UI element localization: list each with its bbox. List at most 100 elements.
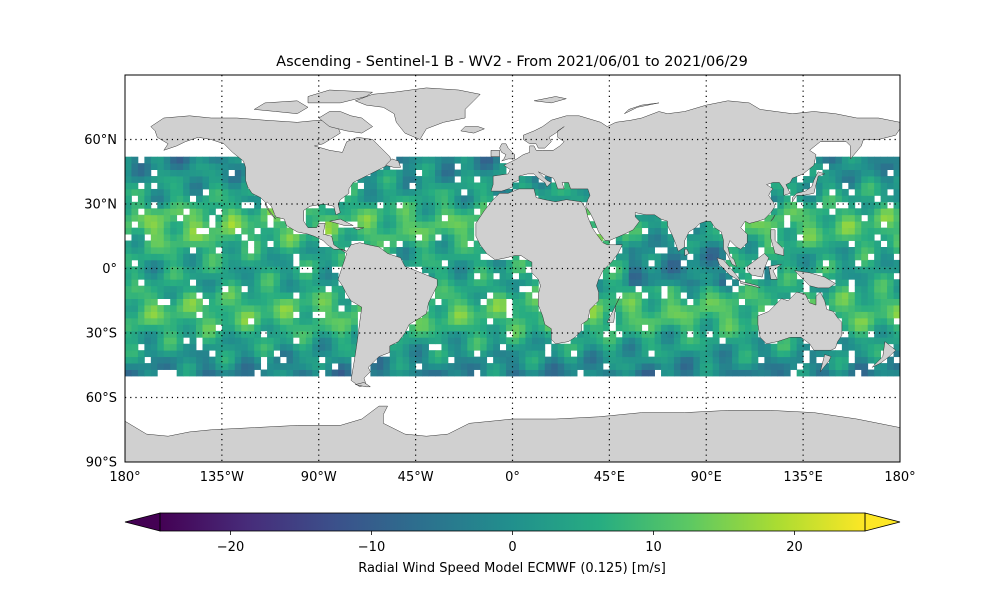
heatmap-cell	[150, 195, 158, 203]
land-polygon	[746, 253, 769, 278]
heatmap-cell	[854, 272, 862, 280]
heatmap-cell	[189, 343, 197, 351]
heatmap-cell	[673, 253, 681, 261]
heatmap-cell	[467, 279, 475, 287]
heatmap-cell	[486, 343, 494, 351]
heatmap-cell	[673, 292, 681, 299]
heatmap-cell	[144, 214, 152, 222]
heatmap-cell	[170, 176, 178, 183]
heatmap-cell	[131, 279, 139, 287]
heatmap-cell	[189, 356, 197, 364]
heatmap-cell	[435, 285, 442, 293]
heatmap-cell	[125, 195, 132, 203]
heatmap-cell	[325, 305, 333, 312]
heatmap-cell	[273, 356, 281, 364]
heatmap-cell	[460, 214, 468, 222]
heatmap-cell	[828, 214, 836, 222]
heatmap-cell	[480, 176, 488, 183]
heatmap-cell	[189, 221, 197, 229]
heatmap-cell	[228, 221, 236, 229]
heatmap-cell	[176, 253, 184, 261]
heatmap-cell	[602, 356, 610, 364]
heatmap-cell	[447, 214, 455, 222]
heatmap-cell	[383, 214, 391, 222]
heatmap-cell	[790, 285, 798, 293]
heatmap-cell	[745, 337, 752, 345]
heatmap-cell	[486, 363, 494, 370]
heatmap-cell	[577, 195, 584, 203]
heatmap-cell	[473, 259, 481, 267]
heatmap-cell	[435, 201, 442, 209]
heatmap-cell	[286, 324, 294, 332]
heatmap-cell	[460, 201, 468, 209]
heatmap-cell	[719, 247, 727, 254]
heatmap-cell	[518, 311, 526, 319]
heatmap-cell	[137, 285, 145, 293]
heatmap-cell	[137, 350, 145, 358]
heatmap-cell	[435, 369, 442, 377]
heatmap-cell	[196, 247, 203, 254]
heatmap-cell	[370, 363, 378, 370]
heatmap-cell	[331, 343, 339, 351]
heatmap-cell	[712, 305, 720, 312]
heatmap-cell	[344, 214, 352, 222]
heatmap-cell	[525, 343, 533, 351]
heatmap-cell	[312, 324, 320, 332]
colorbar-tick-label: 0	[508, 540, 516, 555]
heatmap-cell	[157, 330, 165, 338]
heatmap-cell	[622, 356, 630, 364]
heatmap-cell	[803, 266, 810, 274]
heatmap-cell	[351, 311, 358, 319]
heatmap-cell	[673, 330, 681, 338]
heatmap-cell	[447, 201, 455, 209]
heatmap-cell	[170, 330, 178, 338]
heatmap-cell	[137, 330, 145, 338]
heatmap-cell	[409, 195, 417, 203]
heatmap-cell	[396, 156, 404, 164]
heatmap-cell	[273, 253, 281, 261]
heatmap-cell	[409, 169, 417, 177]
heatmap-cell	[402, 163, 410, 170]
heatmap-cell	[641, 317, 649, 325]
heatmap-cell	[208, 279, 216, 287]
heatmap-cell	[499, 369, 507, 377]
heatmap-cell	[137, 305, 145, 312]
heatmap-cell	[144, 305, 152, 312]
heatmap-cell	[609, 298, 617, 306]
heatmap-cell	[577, 330, 584, 338]
heatmap-cell	[454, 285, 462, 293]
heatmap-cell	[422, 247, 429, 254]
heatmap-cell	[189, 201, 197, 209]
heatmap-cell	[538, 363, 546, 370]
heatmap-cell	[318, 330, 326, 338]
heatmap-cell	[467, 227, 475, 235]
heatmap-cell	[751, 369, 759, 377]
heatmap-cell	[254, 240, 262, 248]
heatmap-cell	[131, 266, 139, 274]
heatmap-cell	[305, 240, 313, 248]
heatmap-cell	[441, 176, 449, 183]
heatmap-cell	[292, 317, 300, 325]
heatmap-cell	[409, 221, 417, 229]
heatmap-cell	[538, 337, 546, 345]
heatmap-cell	[757, 298, 765, 306]
heatmap-cell	[170, 356, 178, 364]
heatmap-cell	[137, 324, 145, 332]
heatmap-cell	[280, 330, 287, 338]
land-polygon	[353, 227, 365, 231]
heatmap-cell	[228, 292, 236, 299]
heatmap-cell	[732, 292, 739, 299]
heatmap-cell	[602, 266, 610, 274]
land-polygon	[354, 87, 481, 140]
heatmap-cell	[480, 343, 488, 351]
heatmap-cell	[467, 317, 475, 325]
heatmap-cell	[480, 163, 488, 170]
heatmap-cell	[144, 201, 152, 209]
heatmap-cell	[125, 343, 132, 351]
heatmap-cell	[280, 369, 287, 377]
heatmap-cell	[828, 285, 836, 293]
heatmap-cell	[880, 324, 888, 332]
heatmap-cell	[719, 350, 727, 358]
heatmap-cell	[460, 182, 468, 190]
heatmap-cell	[809, 266, 817, 274]
